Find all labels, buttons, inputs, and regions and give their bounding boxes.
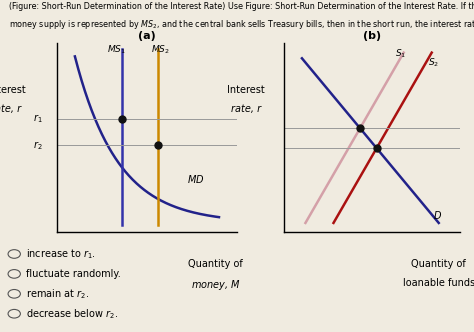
Text: Interest: Interest (227, 85, 264, 96)
Text: loanable funds: loanable funds (403, 278, 474, 288)
Text: $MS_1$: $MS_1$ (107, 43, 126, 56)
Text: $D$: $D$ (433, 209, 443, 221)
Text: increase to $r_1$.: increase to $r_1$. (26, 247, 96, 261)
Text: $MD$: $MD$ (187, 173, 204, 185)
Text: $S_2$: $S_2$ (428, 57, 439, 69)
Text: $r_1$: $r_1$ (33, 113, 43, 125)
Text: rate, r: rate, r (231, 104, 261, 115)
Title: (a): (a) (138, 31, 156, 41)
Text: (Figure: Short-Run Determination of the Interest Rate) Use Figure: Short-Run Det: (Figure: Short-Run Determination of the … (9, 2, 474, 11)
Title: (b): (b) (363, 31, 381, 41)
Text: $S_1$: $S_1$ (395, 47, 406, 60)
Text: fluctuate randomly.: fluctuate randomly. (26, 269, 121, 279)
Text: Quantity of: Quantity of (411, 259, 466, 269)
Text: Quantity of: Quantity of (188, 259, 243, 269)
Text: $r_2$: $r_2$ (33, 139, 43, 152)
Text: decrease below $r_2$.: decrease below $r_2$. (26, 307, 118, 321)
Text: rate, r: rate, r (0, 104, 21, 115)
Text: money, $M$: money, $M$ (191, 278, 240, 292)
Text: money supply is represented by $MS_2$, and the central bank sells Treasury bills: money supply is represented by $MS_2$, a… (9, 18, 474, 31)
Text: Interest: Interest (0, 85, 25, 96)
Text: remain at $r_2$.: remain at $r_2$. (26, 287, 89, 301)
Text: $MS_2$: $MS_2$ (151, 43, 169, 56)
